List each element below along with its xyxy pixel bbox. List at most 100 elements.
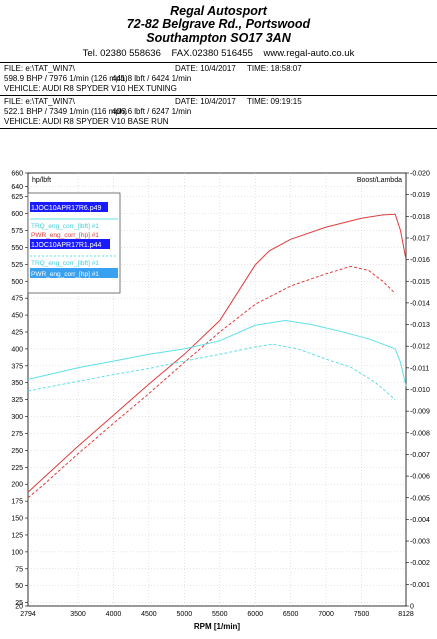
legend-trq2-text: TRQ_eng_corr_[lbft] #1 bbox=[31, 260, 99, 267]
y-tick-label: 575 bbox=[11, 228, 23, 235]
web-text: www.regal-auto.co.uk bbox=[263, 48, 355, 59]
y-tick-label: 300 bbox=[11, 414, 23, 421]
run-info-1: FILE: e:\TAT_WIN7\ DATE: 10/4/2017 TIME:… bbox=[0, 64, 437, 94]
y2-tick-label: -0.012 bbox=[410, 344, 430, 351]
y-tick-label: 375 bbox=[11, 363, 23, 370]
run-info-2: FILE: e:\TAT_WIN7\ DATE: 10/4/2017 TIME:… bbox=[0, 97, 437, 127]
y2-tick-label: -0.016 bbox=[410, 257, 430, 264]
y-tick-label: 25 bbox=[15, 600, 23, 607]
y2-tick-label: -0.015 bbox=[410, 279, 430, 286]
y-tick-label: 150 bbox=[11, 516, 23, 523]
y2-tick-label: -0.002 bbox=[410, 560, 430, 567]
y2-tick-label: -0.003 bbox=[410, 539, 430, 546]
fax-text: FAX.02380 516455 bbox=[171, 48, 253, 59]
x-axis-ticks: 2794 3500 4000 4500 5000 5500 6000 6500 7000 7500… bbox=[20, 611, 414, 618]
x-tick-label: 2794 bbox=[20, 611, 36, 618]
y-tick-label: 225 bbox=[11, 465, 23, 472]
y-tick-label: 660 bbox=[11, 171, 23, 178]
y2-tick-label: -0.014 bbox=[410, 300, 430, 307]
address-line2: Southampton SO17 3AN bbox=[146, 31, 291, 45]
y-tick-label: 75 bbox=[15, 566, 23, 573]
divider bbox=[0, 62, 437, 63]
power-series-tuned bbox=[27, 213, 407, 493]
y-tick-label: 275 bbox=[11, 431, 23, 438]
torque-series-base bbox=[27, 343, 396, 400]
run2-vehicle: VEHICLE: AUDI R8 SPYDER V10 BASE RUN bbox=[4, 117, 169, 126]
y-tick-label: 600 bbox=[11, 211, 23, 218]
x-tick-label: 7000 bbox=[318, 611, 334, 618]
y-tick-label: 475 bbox=[11, 296, 23, 303]
y-tick-label: 550 bbox=[11, 245, 23, 252]
run1-time: TIME: 18:58:07 bbox=[247, 64, 302, 73]
y2-tick-label: -0.011 bbox=[410, 365, 429, 372]
torque-series-tuned bbox=[27, 319, 407, 387]
run2-power: 522.1 BHP / 7349 1/min (116 mph) bbox=[4, 107, 127, 116]
x-axis-label: RPM [1/min] bbox=[194, 622, 241, 631]
x-tick-label: 3500 bbox=[70, 611, 86, 618]
legend-pwr2-text: PWR_eng_corr_[hp] #1 bbox=[31, 271, 99, 278]
legend-file2-highlight bbox=[30, 239, 110, 249]
legend-file1: 1JOC10APR17R6.p49 bbox=[31, 205, 102, 212]
tel-text: Tel. 02380 558636 bbox=[82, 48, 161, 59]
legend: 1JOC10APR17R6.p49 TRQ_eng_corr_[lbft] #1… bbox=[27, 192, 121, 294]
y2-tick-label: -0.006 bbox=[410, 474, 430, 481]
y-tick-label: 450 bbox=[11, 313, 23, 320]
x-tick-label: 5500 bbox=[212, 611, 228, 618]
x-tick-label: 8128 bbox=[398, 611, 414, 618]
run1-power: 598.9 BHP / 7976 1/min (126 mph) bbox=[4, 74, 128, 83]
y2-tick-label: -0.017 bbox=[410, 235, 430, 242]
report-header: Regal Autosport 72-82 Belgrave Rd., Port… bbox=[0, 0, 437, 62]
right-axis-label: Boost/Lambda bbox=[357, 177, 402, 184]
legend-file2: 1JOC10APR17R1.p44 bbox=[31, 242, 102, 249]
x-tick-label: 7500 bbox=[354, 611, 370, 618]
y-tick-label: 425 bbox=[11, 329, 23, 336]
y2-tick-label: -0.009 bbox=[410, 409, 430, 416]
y2-tick-label: -0.020 bbox=[410, 171, 430, 178]
run1-date: DATE: 10/4/2017 bbox=[175, 64, 236, 73]
y2-tick-label: -0.013 bbox=[410, 322, 430, 329]
y-tick-label: 200 bbox=[11, 482, 23, 489]
y-tick-label: 20 bbox=[15, 604, 23, 611]
y-tick-label: 525 bbox=[11, 262, 23, 269]
y-tick-label: 500 bbox=[11, 279, 23, 286]
x-tick-label: 6000 bbox=[247, 611, 263, 618]
y-tick-label: 625 bbox=[11, 194, 23, 201]
legend-pwr1-text: PWR_eng_corr_[hp] #1 bbox=[31, 232, 99, 239]
y-tick-label: 50 bbox=[15, 583, 23, 590]
contact-line: Tel. 02380 558636 FAX.02380 516455 www.r… bbox=[0, 48, 437, 59]
y-tick-label: 400 bbox=[11, 346, 23, 353]
run1-vehicle: VEHICLE: AUDI R8 SPYDER V10 HEX TUNING bbox=[4, 84, 177, 93]
series-layer bbox=[27, 213, 407, 499]
divider bbox=[0, 95, 437, 96]
y-tick-label: 175 bbox=[11, 499, 23, 506]
legend-trq1-text: TRQ_eng_corr_[lbft] #1 bbox=[31, 223, 99, 230]
y-tick-label: 250 bbox=[11, 448, 23, 455]
y2-tick-label: -0.019 bbox=[410, 192, 430, 199]
y-tick-label: 325 bbox=[11, 397, 23, 404]
y-tick-label: 640 bbox=[11, 184, 23, 191]
y-tick-label: 350 bbox=[11, 380, 23, 387]
y-tick-label: 100 bbox=[11, 549, 23, 556]
y2-tick-label: 0 bbox=[410, 604, 414, 611]
company-name: Regal Autosport bbox=[170, 4, 267, 18]
power-series-base bbox=[27, 265, 396, 499]
address-line1: 72-82 Belgrave Rd., Portswood bbox=[126, 17, 311, 31]
y2-tick-label: -0.008 bbox=[410, 430, 430, 437]
legend-file1-highlight bbox=[30, 202, 108, 212]
x-tick-label: 6500 bbox=[283, 611, 299, 618]
right-axis-ticks: 0 -0.001 -0.002 -0.003 -0.004 -0.005 -0.006 -0.… bbox=[406, 171, 430, 611]
run1-file: FILE: e:\TAT_WIN7\ bbox=[4, 64, 75, 73]
grid bbox=[28, 173, 406, 606]
left-axis-label: hp/lbft bbox=[32, 177, 51, 184]
y-tick-label: 125 bbox=[11, 532, 23, 539]
run2-date: DATE: 10/4/2017 bbox=[175, 97, 236, 106]
y2-tick-label: -0.004 bbox=[410, 517, 430, 524]
y2-tick-label: -0.007 bbox=[410, 452, 430, 459]
y2-tick-label: -0.010 bbox=[410, 387, 430, 394]
run2-time: TIME: 09:19:15 bbox=[247, 97, 302, 106]
y2-tick-label: -0.001 bbox=[410, 582, 430, 589]
run2-torque: 406.6 lbft / 6247 1/min bbox=[112, 107, 192, 116]
run1-torque: 441.8 lbft / 6424 1/min bbox=[112, 74, 192, 83]
